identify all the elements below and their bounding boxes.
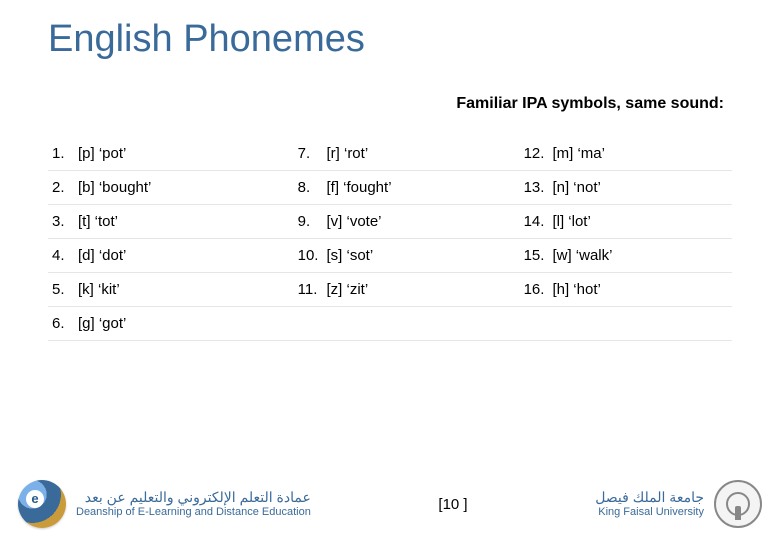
cell-text: [n] ‘not’	[548, 171, 732, 205]
table-row: 3.[t] ‘tot’9.[v] ‘vote’14.[l] ‘lot’	[48, 205, 732, 239]
bracket-right: ]	[459, 496, 467, 513]
deanship-english: Deanship of E-Learning and Distance Educ…	[76, 506, 311, 519]
cell-num: 15.	[520, 239, 549, 273]
cell-text: [g] ‘got’	[74, 307, 294, 341]
cell-num: 10.	[294, 239, 323, 273]
footer-right: جامعة الملك فيصل King Faisal University	[595, 480, 780, 528]
cell-num	[520, 307, 549, 341]
page-num-value: 10	[443, 496, 460, 513]
cell-num: 9.	[294, 205, 323, 239]
cell-num: 16.	[520, 273, 549, 307]
university-arabic: جامعة الملك فيصل	[595, 489, 704, 506]
subtitle: Familiar IPA symbols, same sound:	[0, 61, 780, 113]
page-title: English Phonemes	[0, 0, 780, 61]
phoneme-table-wrap: 1.[p] ‘pot’7.[r] ‘rot’12.[m] ‘ma’2.[b] ‘…	[0, 113, 780, 341]
cell-text: [z] ‘zit’	[322, 273, 519, 307]
cell-text: [p] ‘pot’	[74, 137, 294, 171]
cell-num: 6.	[48, 307, 74, 341]
cell-text: [d] ‘dot’	[74, 239, 294, 273]
cell-num: 2.	[48, 171, 74, 205]
cell-text	[548, 307, 732, 341]
cell-text: [v] ‘vote’	[322, 205, 519, 239]
cell-num: 11.	[294, 273, 323, 307]
elearning-logo-icon	[18, 480, 66, 528]
deanship-arabic: عمادة التعلم الإلكتروني والتعليم عن بعد	[76, 489, 311, 506]
deanship-text: عمادة التعلم الإلكتروني والتعليم عن بعد …	[76, 489, 311, 519]
footer-left: عمادة التعلم الإلكتروني والتعليم عن بعد …	[0, 480, 311, 528]
cell-num: 1.	[48, 137, 74, 171]
cell-text: [h] ‘hot’	[548, 273, 732, 307]
cell-num: 13.	[520, 171, 549, 205]
table-row: 1.[p] ‘pot’7.[r] ‘rot’12.[m] ‘ma’	[48, 137, 732, 171]
university-english: King Faisal University	[598, 506, 704, 519]
cell-text: [w] ‘walk’	[548, 239, 732, 273]
cell-text: [r] ‘rot’	[322, 137, 519, 171]
cell-num: 8.	[294, 171, 323, 205]
cell-num: 7.	[294, 137, 323, 171]
cell-text: [b] ‘bought’	[74, 171, 294, 205]
cell-num: 3.	[48, 205, 74, 239]
cell-text: [k] ‘kit’	[74, 273, 294, 307]
cell-text	[322, 307, 519, 341]
university-logo-icon	[714, 480, 762, 528]
cell-text: [f] ‘fought’	[322, 171, 519, 205]
footer: عمادة التعلم الإلكتروني والتعليم عن بعد …	[0, 468, 780, 540]
phoneme-table: 1.[p] ‘pot’7.[r] ‘rot’12.[m] ‘ma’2.[b] ‘…	[48, 137, 732, 341]
cell-text: [l] ‘lot’	[548, 205, 732, 239]
cell-num	[294, 307, 323, 341]
page-number: [10 ]	[311, 496, 595, 513]
table-row: 2.[b] ‘bought’8.[f] ‘fought’13.[n] ‘not’	[48, 171, 732, 205]
cell-num: 12.	[520, 137, 549, 171]
table-row: 6.[g] ‘got’	[48, 307, 732, 341]
table-row: 4.[d] ‘dot’10.[s] ‘sot’15.[w] ‘walk’	[48, 239, 732, 273]
cell-text: [t] ‘tot’	[74, 205, 294, 239]
university-text: جامعة الملك فيصل King Faisal University	[595, 489, 704, 519]
cell-num: 4.	[48, 239, 74, 273]
cell-num: 5.	[48, 273, 74, 307]
table-row: 5.[k] ‘kit’11.[z] ‘zit’16.[h] ‘hot’	[48, 273, 732, 307]
cell-text: [m] ‘ma’	[548, 137, 732, 171]
cell-num: 14.	[520, 205, 549, 239]
cell-text: [s] ‘sot’	[322, 239, 519, 273]
